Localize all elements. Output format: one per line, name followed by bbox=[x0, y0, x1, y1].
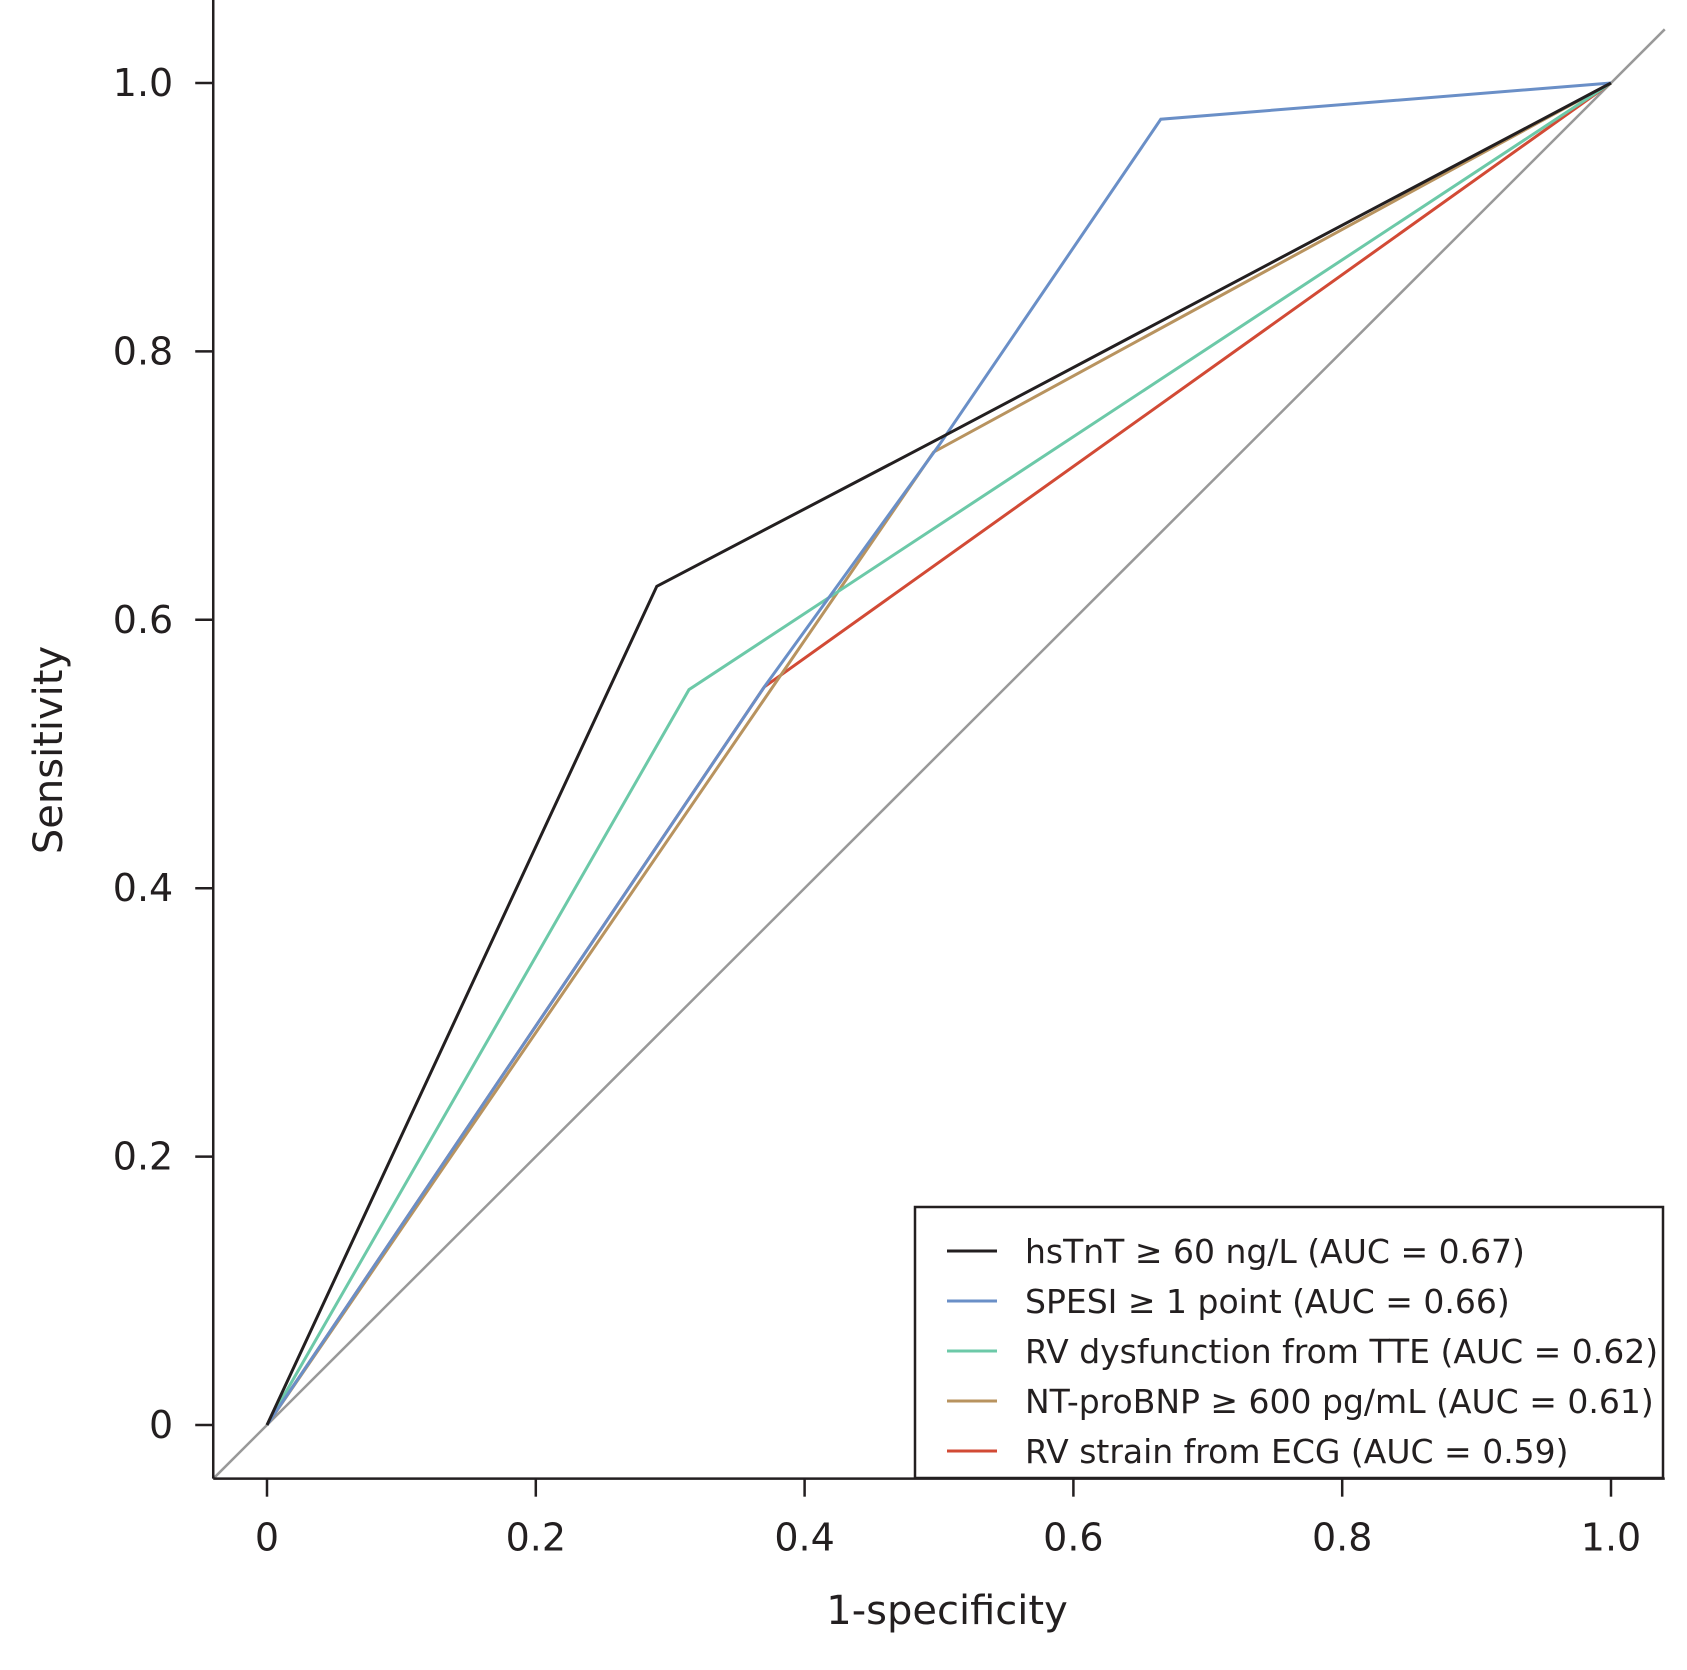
chance-diagonal-line bbox=[212, 28, 1666, 1480]
y-axis-title: Sensitivity bbox=[26, 646, 72, 854]
legend-label-0: hsTnT ≥ 60 ng/L (AUC = 0.67) bbox=[1025, 1232, 1525, 1271]
x-tick-label: 1.0 bbox=[1581, 1516, 1641, 1560]
x-tick-label: 0.8 bbox=[1312, 1516, 1372, 1560]
legend-box bbox=[913, 1205, 1665, 1480]
y-tick-label: 0.2 bbox=[113, 1135, 173, 1179]
roc-series-line-1 bbox=[265, 81, 1612, 1426]
x-tick-label: 0 bbox=[255, 1516, 279, 1560]
legend-label-4: RV strain from ECG (AUC = 0.59) bbox=[1025, 1432, 1569, 1471]
y-tick-label: 0.6 bbox=[113, 598, 173, 642]
legend-label-1: SPESI ≥ 1 point (AUC = 0.66) bbox=[1025, 1282, 1510, 1321]
x-tick-label: 0.6 bbox=[1043, 1516, 1103, 1560]
x-tick-label: 0.4 bbox=[774, 1516, 834, 1560]
legend-label-2: RV dysfunction from TTE (AUC = 0.62) bbox=[1025, 1332, 1658, 1371]
y-tick-label: 1.0 bbox=[113, 61, 173, 105]
y-tick-label: 0.8 bbox=[113, 329, 173, 373]
x-axis-title: 1-specificity bbox=[826, 1588, 1067, 1634]
roc-series-line-0 bbox=[265, 81, 1612, 1426]
legend: hsTnT ≥ 60 ng/L (AUC = 0.67) SPESI ≥ 1 po… bbox=[913, 1205, 1665, 1480]
y-tick-label: 0 bbox=[149, 1403, 173, 1447]
y-tick-label: 0.4 bbox=[113, 866, 173, 910]
x-tick-label: 0.2 bbox=[506, 1516, 566, 1560]
legend-label-3: NT-proBNP ≥ 600 pg/mL (AUC = 0.61) bbox=[1025, 1382, 1654, 1421]
roc-series-line-2 bbox=[265, 81, 1612, 1426]
